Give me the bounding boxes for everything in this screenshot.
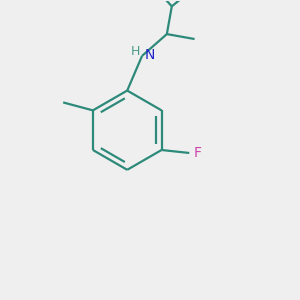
Text: F: F (193, 146, 201, 160)
Text: H: H (130, 45, 140, 58)
Text: N: N (145, 48, 155, 62)
